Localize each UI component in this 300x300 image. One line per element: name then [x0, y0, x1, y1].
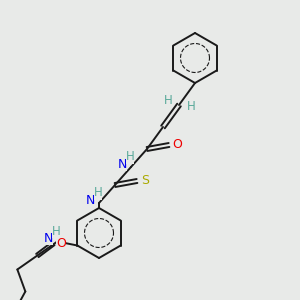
Text: N: N — [85, 194, 95, 206]
Text: O: O — [172, 139, 182, 152]
Text: H: H — [94, 187, 102, 200]
Text: N: N — [44, 232, 53, 245]
Text: H: H — [164, 94, 172, 107]
Text: H: H — [126, 151, 134, 164]
Text: N: N — [117, 158, 127, 170]
Text: H: H — [52, 225, 61, 238]
Text: O: O — [56, 237, 66, 250]
Text: H: H — [187, 100, 195, 113]
Text: S: S — [141, 175, 149, 188]
